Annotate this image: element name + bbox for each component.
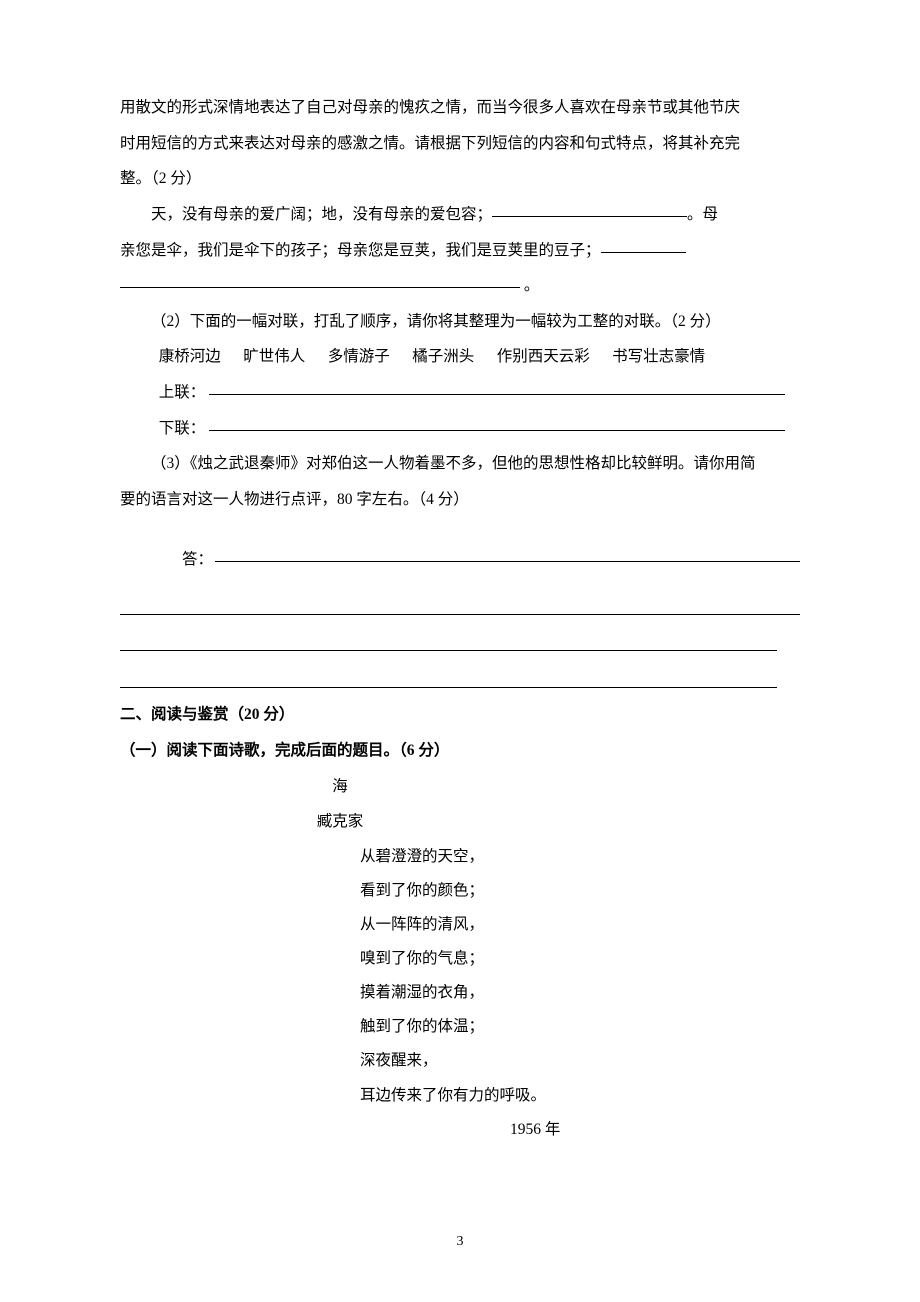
spacer xyxy=(120,518,800,543)
poem-body: 从碧澄澄的天空， 看到了你的颜色； 从一阵阵的清风， 嗅到了你的气息； 摸着潮湿… xyxy=(360,840,800,1147)
fill-blank-2[interactable] xyxy=(601,236,686,253)
q2-word-0: 康桥河边 xyxy=(159,348,221,365)
poem-line-6: 深夜醒来， xyxy=(360,1044,800,1078)
poem-line-5: 触到了你的体温； xyxy=(360,1010,800,1044)
poem-date: 1956 年 xyxy=(510,1113,800,1147)
q1-intro-line1: 用散文的形式深情地表达了自己对母亲的愧疚之情，而当今很多人喜欢在母亲节或其他节庆 xyxy=(120,90,800,126)
poem-line-2: 从一阵阵的清风， xyxy=(360,908,800,942)
q1-sms-line2: 亲您是伞，我们是伞下的孩子；母亲您是豆荚，我们是豆荚里的豆子； xyxy=(120,233,800,269)
q2-lower-blank[interactable] xyxy=(209,414,784,431)
q2-word-5: 书写壮志豪情 xyxy=(612,348,705,365)
poem-line-3: 嗅到了你的气息； xyxy=(360,942,800,976)
fill-blank-3[interactable] xyxy=(120,272,520,289)
q2-upper-row: 上联： xyxy=(159,375,800,411)
poem-author: 臧克家 xyxy=(0,804,800,840)
q3-answer-blank-2[interactable] xyxy=(120,584,800,614)
poem-line-4: 摸着潮湿的衣角， xyxy=(360,976,800,1010)
q2-words: 康桥河边 旷世伟人 多情游子 橘子洲头 作别西天云彩 书写壮志豪情 xyxy=(120,339,800,375)
exam-page: 用散文的形式深情地表达了自己对母亲的愧疚之情，而当今很多人喜欢在母亲节或其他节庆… xyxy=(0,0,920,1302)
q2-upper-label: 上联： xyxy=(159,375,206,411)
q1-sms-l1a: 天，没有母亲的爱广阔；地，没有母亲的爱包容； xyxy=(151,206,492,223)
q1-intro-line3: 整。（2 分） xyxy=(120,161,800,197)
q2-word-4: 作别西天云彩 xyxy=(497,348,590,365)
q1-intro-line2: 时用短信的方式来表达对母亲的感激之情。请根据下列短信的内容和句式特点，将其补充完 xyxy=(120,126,800,162)
poem-line-7: 耳边传来了你有力的呼吸。 xyxy=(360,1079,800,1113)
poem-line-1: 看到了你的颜色； xyxy=(360,874,800,908)
q3-answer-blank-4[interactable] xyxy=(120,658,777,688)
page-number: 3 xyxy=(0,1226,920,1258)
q2-word-3: 橘子洲头 xyxy=(412,348,474,365)
q3-prompt-l1: （3）《烛之武退秦师》对郑伯这一人物着墨不多，但他的思想性格却比较鲜明。请你用简 xyxy=(120,446,800,482)
q3-answer-label: 答： xyxy=(151,542,213,578)
poem-title: 海 xyxy=(0,769,800,805)
q2-lower-row: 下联： xyxy=(159,411,800,447)
q2-word-2: 多情游子 xyxy=(328,348,390,365)
q3-prompt-l2: 要的语言对这一人物进行点评，80 字左右。（4 分） xyxy=(120,482,800,518)
q1-sms-l3-end: 。 xyxy=(520,277,539,294)
q2-word-1: 旷世伟人 xyxy=(243,348,305,365)
poem-line-0: 从碧澄澄的天空， xyxy=(360,840,800,874)
fill-blank-1[interactable] xyxy=(492,200,687,217)
section2-heading: 二、阅读与鉴赏（20 分） xyxy=(120,697,800,733)
q3-answer-blank-3[interactable] xyxy=(120,621,777,651)
q1-sms-line1: 天，没有母亲的爱广阔；地，没有母亲的爱包容； 。母 xyxy=(120,197,800,233)
q1-sms-line3: 。 xyxy=(120,268,800,304)
q2-prompt: （2）下面的一幅对联，打乱了顺序，请你将其整理为一幅较为工整的对联。（2 分） xyxy=(120,304,800,340)
section2-subheading: （一）阅读下面诗歌，完成后面的题目。（6 分） xyxy=(120,733,800,769)
q3-answer-row: 答： xyxy=(151,542,800,578)
q1-sms-l1b: 。母 xyxy=(687,206,718,223)
q3-answer-blank-1[interactable] xyxy=(215,546,800,563)
q2-upper-blank[interactable] xyxy=(209,379,784,396)
q1-sms-l2a: 亲您是伞，我们是伞下的孩子；母亲您是豆荚，我们是豆荚里的豆子； xyxy=(120,242,601,259)
q2-lower-label: 下联： xyxy=(159,411,206,447)
